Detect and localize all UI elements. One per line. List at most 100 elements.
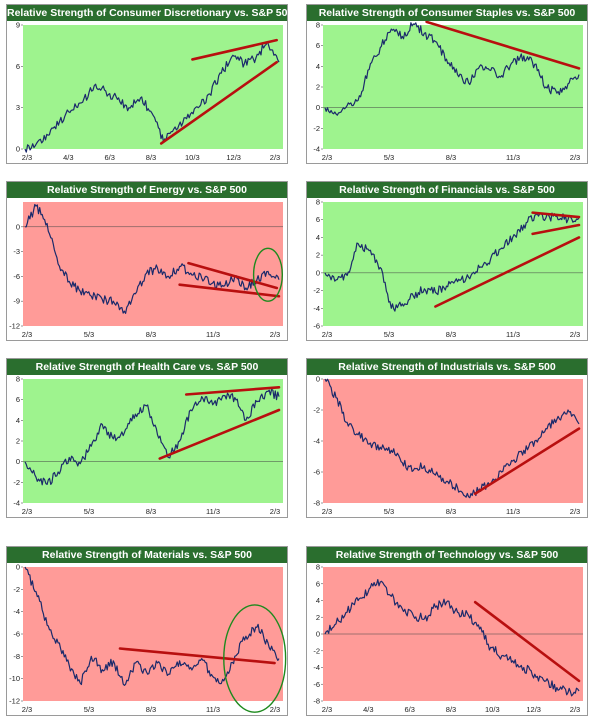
chart-title: Relative Strength of Materials vs. S&P 5…: [7, 547, 287, 563]
x-tick-label: 2/3: [570, 330, 580, 339]
chart-panel: Relative Strength of Materials vs. S&P 5…: [6, 546, 288, 716]
x-tick-label: 6/3: [404, 705, 414, 714]
trend-line: [118, 647, 276, 665]
y-tick-label: -2: [313, 286, 320, 295]
chart-plot: -4 -2 0 2 4 6 8 2/3 5/3 8/3 11/3 2/3: [13, 375, 283, 516]
y-tick-label: -6: [313, 468, 320, 477]
plot-background: [23, 202, 283, 326]
x-tick-label: 2/3: [570, 507, 580, 516]
x-tick-label: 4/3: [63, 153, 73, 162]
y-tick-label: 2: [316, 83, 320, 92]
chart-panel: Relative Strength of Energy vs. S&P 500 -…: [6, 181, 288, 341]
y-tick-label: -4: [313, 663, 320, 672]
x-tick-label: 12/3: [226, 153, 241, 162]
y-tick-label: 4: [316, 233, 320, 242]
y-tick-label: 0: [16, 457, 20, 466]
x-tick-label: 11/3: [206, 330, 220, 339]
x-tick-label: 8/3: [146, 705, 156, 714]
x-tick-label: 2/3: [322, 153, 332, 162]
x-tick-label: 10/3: [185, 153, 200, 162]
highlight-circle: [223, 604, 287, 713]
y-tick-label: 4: [316, 62, 320, 71]
trend-line: [434, 236, 581, 308]
y-tick-label: 8: [316, 198, 320, 207]
x-tick-label: 5/3: [384, 153, 394, 162]
y-tick-label: -2: [13, 585, 20, 594]
x-tick-label: 12/3: [526, 705, 541, 714]
y-tick-label: -12: [9, 322, 20, 331]
chart-plot: -8 -6 -4 -2 0 2 4 6 8 2/3 4/3 6/3 8/3 10/3 12/3 2/3: [313, 563, 583, 714]
x-tick-label: 8/3: [146, 153, 156, 162]
y-tick-label: 2: [16, 437, 20, 446]
y-tick-label: 0: [316, 268, 320, 277]
series-line: [24, 40, 280, 153]
plot-background: [23, 567, 283, 701]
y-tick-label: -2: [313, 124, 320, 133]
x-tick-label: 8/3: [446, 507, 456, 516]
x-tick-label: 8/3: [146, 330, 156, 339]
chart-title: Relative Strength of Consumer Discretion…: [7, 5, 287, 21]
y-tick-label: 6: [316, 215, 320, 224]
y-tick-label: -6: [13, 272, 20, 281]
x-tick-label: 2/3: [22, 507, 32, 516]
y-tick-label: -8: [313, 499, 320, 508]
x-tick-label: 2/3: [322, 507, 332, 516]
x-tick-label: 2/3: [270, 507, 280, 516]
chart-title: Relative Strength of Financials vs. S&P …: [307, 182, 587, 198]
x-tick-label: 2/3: [570, 153, 580, 162]
chart-panel: Relative Strength of Industrials vs. S&P…: [306, 358, 588, 518]
y-tick-label: 0: [316, 103, 320, 112]
y-tick-label: 8: [16, 375, 20, 384]
trend-line: [531, 223, 581, 236]
x-tick-label: 2/3: [322, 330, 332, 339]
y-tick-label: 0: [316, 630, 320, 639]
chart-plot: -12 -9 -6 -3 0 2/3 5/3 8/3 11/3 2/3: [9, 202, 284, 339]
x-tick-label: 6/3: [104, 153, 114, 162]
trend-line: [158, 408, 281, 460]
x-tick-label: 8/3: [446, 153, 456, 162]
x-tick-label: 5/3: [84, 330, 94, 339]
x-tick-label: 2/3: [570, 705, 580, 714]
x-tick-label: 11/3: [506, 330, 520, 339]
y-tick-label: 0: [16, 222, 20, 231]
y-tick-label: -8: [313, 697, 320, 706]
y-tick-label: -9: [13, 297, 20, 306]
y-tick-label: -6: [313, 680, 320, 689]
y-tick-label: -4: [313, 304, 320, 313]
plot-background: [23, 25, 283, 149]
trend-line: [187, 261, 279, 290]
plot-background: [23, 379, 283, 503]
chart-plot: -12 -10 -8 -6 -4 -2 0 2/3 5/3 8/3 11/3 2/3: [9, 563, 287, 714]
x-tick-label: 2/3: [322, 705, 332, 714]
chart-panel: Relative Strength of Consumer Discretion…: [6, 4, 288, 164]
x-tick-label: 2/3: [22, 705, 32, 714]
y-tick-label: -4: [13, 607, 20, 616]
plot-background: [323, 202, 583, 326]
chart-title: Relative Strength of Industrials vs. S&P…: [307, 359, 587, 375]
trend-line: [473, 427, 581, 495]
y-tick-label: 4: [16, 416, 20, 425]
y-tick-label: -3: [13, 247, 20, 256]
x-tick-label: 11/3: [506, 507, 520, 516]
chart-title: Relative Strength of Health Care vs. S&P…: [7, 359, 287, 375]
y-tick-label: -10: [9, 674, 20, 683]
x-tick-label: 11/3: [206, 507, 220, 516]
highlight-circle: [252, 247, 284, 302]
trend-line: [191, 38, 278, 61]
chart-panel: Relative Strength of Technology vs. S&P …: [306, 546, 588, 716]
y-tick-label: 0: [16, 563, 20, 572]
y-tick-label: -6: [13, 630, 20, 639]
y-tick-label: -2: [13, 478, 20, 487]
y-tick-label: 9: [16, 21, 20, 30]
x-tick-label: 2/3: [22, 330, 32, 339]
x-tick-label: 5/3: [384, 507, 394, 516]
series-line: [324, 378, 580, 499]
y-tick-label: 8: [316, 21, 320, 30]
chart-title: Relative Strength of Consumer Staples vs…: [307, 5, 587, 21]
y-tick-label: 6: [316, 41, 320, 50]
x-tick-label: 5/3: [84, 507, 94, 516]
y-tick-label: 2: [316, 251, 320, 260]
y-tick-label: 0: [316, 375, 320, 384]
x-tick-label: 8/3: [146, 507, 156, 516]
